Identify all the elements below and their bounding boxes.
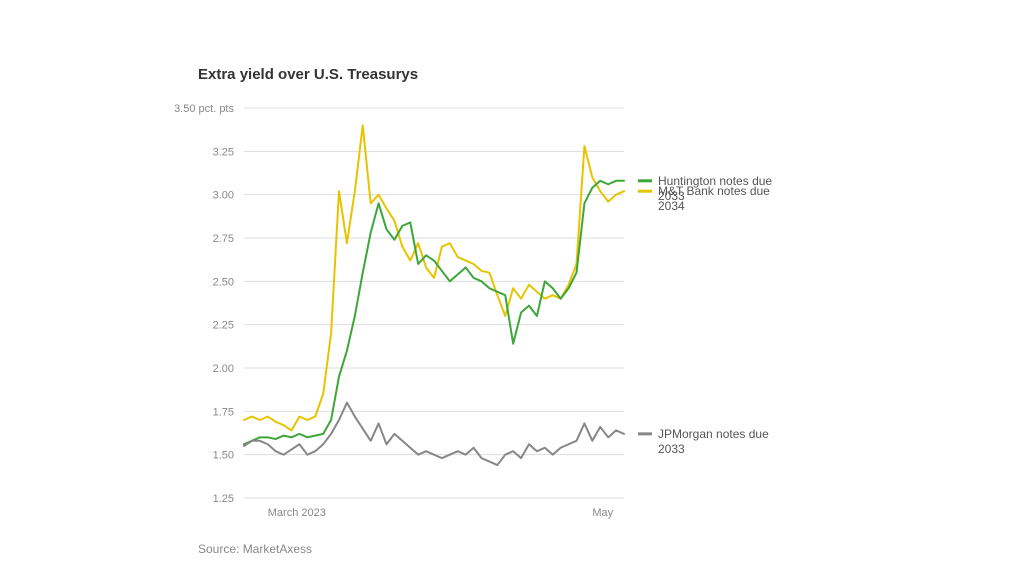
series-group: [244, 125, 624, 465]
chart-source: Source: MarketAxess: [198, 542, 312, 556]
y-tick-label: 2.25: [213, 320, 234, 332]
series-line: [244, 125, 624, 430]
line-chart: 1.251.501.752.002.252.502.753.003.253.50…: [198, 100, 838, 530]
legend-label: 2034: [658, 199, 685, 213]
y-tick-label: 3.50 pct. pts: [174, 103, 234, 115]
chart-title: Extra yield over U.S. Treasurys: [198, 66, 418, 83]
legend-label: M&T Bank notes due: [658, 184, 770, 198]
y-tick-label: 3.00: [213, 190, 234, 202]
legend-label: JPMorgan notes due: [658, 427, 769, 441]
y-tick-label: 1.25: [213, 493, 234, 505]
gridlines: [244, 108, 624, 498]
y-axis-labels: 1.25 1.50 1.75 2.00 2.25 2.50 2.75 3.00 3.25 3.50…: [174, 103, 234, 505]
y-tick-label: 1.50: [213, 450, 234, 462]
x-axis-labels: March 2023 May: [268, 507, 614, 519]
legend: Huntington notes due2033M&T Bank notes d…: [638, 174, 772, 456]
y-tick-label: 2.00: [213, 363, 234, 375]
y-tick-label: 2.75: [213, 233, 234, 245]
y-tick-label: 2.50: [213, 276, 234, 288]
x-tick-label: May: [592, 507, 613, 519]
legend-label: 2033: [658, 442, 685, 456]
y-tick-label: 3.25: [213, 146, 234, 158]
series-line: [244, 181, 624, 444]
x-tick-label: March 2023: [268, 507, 326, 519]
y-tick-label: 1.75: [213, 406, 234, 418]
